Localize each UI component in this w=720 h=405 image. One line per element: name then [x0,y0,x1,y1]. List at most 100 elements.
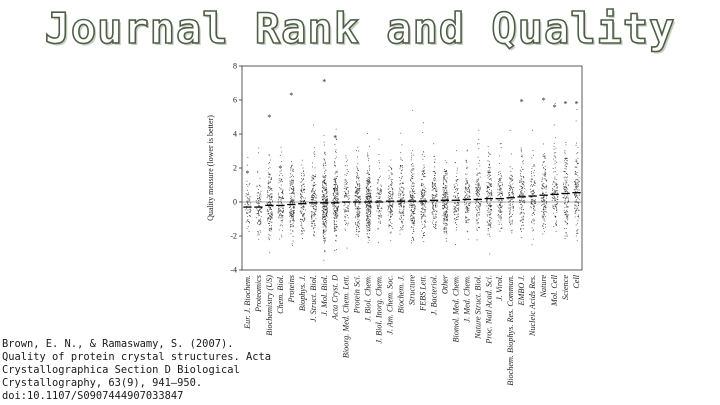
data-point [370,213,372,215]
data-point [578,214,579,216]
data-point [356,228,358,230]
data-point [523,187,525,189]
data-point [270,177,272,179]
data-point [333,217,335,219]
data-point [533,172,535,174]
data-point [346,165,348,167]
data-point [326,185,327,187]
data-point [321,190,323,192]
data-point [334,195,336,197]
data-point [378,193,380,195]
data-point [290,226,292,227]
data-point [574,182,576,183]
data-point [521,149,523,151]
data-point [402,219,404,220]
data-point [446,210,448,212]
data-point [531,201,533,203]
data-point [530,179,532,181]
data-point [522,184,524,186]
data-point [335,183,337,185]
data-point [377,182,379,184]
data-point [271,178,273,180]
data-point [259,195,261,197]
data-point [567,215,569,217]
data-point [564,151,566,153]
data-point [388,169,390,171]
data-point [432,201,434,203]
outlier-marker: * [267,113,271,122]
data-point [314,209,316,211]
data-point [488,187,489,189]
data-point [389,225,391,226]
data-point [445,238,447,240]
data-point [542,188,544,190]
data-point [376,210,378,212]
data-point [519,185,521,187]
data-point [368,206,370,208]
data-point [334,165,336,167]
data-point [323,211,325,213]
category-label: Structure [408,275,417,306]
data-point [248,183,250,185]
data-point [432,187,434,189]
outlier-marker: * [542,96,546,105]
data-point [488,204,490,206]
data-point [421,193,423,195]
data-point [304,217,306,219]
data-point [401,170,402,172]
data-point [267,186,269,188]
data-point [479,176,481,178]
data-point [442,215,444,217]
data-point [366,200,368,202]
data-point [521,209,523,211]
data-point [542,198,544,200]
data-point [555,147,557,149]
data-point [432,171,434,172]
data-point [246,212,248,214]
data-point [291,161,292,163]
data-point [513,205,514,207]
data-point [293,212,295,213]
data-point [388,165,390,167]
data-point [335,216,337,218]
data-point [414,208,416,210]
data-point [246,180,248,182]
data-point [294,202,295,204]
data-point [411,183,413,185]
data-point [369,229,371,231]
data-point [566,187,567,189]
data-point [267,192,269,193]
data-point [545,180,547,182]
data-point [357,213,358,215]
data-point [477,183,479,185]
data-point [313,182,315,184]
data-point [420,191,422,193]
data-point [475,200,477,201]
data-point [465,186,467,188]
data-point [366,225,368,226]
data-point [477,189,479,191]
data-point [325,188,327,190]
data-point [487,185,489,187]
data-point [248,204,250,206]
data-point [335,180,337,182]
data-point [300,207,302,209]
data-point [369,226,371,227]
data-point [315,210,317,212]
data-point [546,201,548,203]
data-point [345,195,347,197]
data-point [412,213,414,215]
data-point [433,183,435,185]
data-point [336,217,338,219]
data-point [399,230,401,232]
data-point [563,183,564,185]
data-point [411,190,413,192]
data-point [531,185,533,187]
data-point [410,180,412,182]
data-point [326,195,328,197]
data-point [421,221,422,223]
data-point [368,158,370,159]
data-point [278,179,280,181]
data-point [278,217,280,219]
data-point [410,199,412,201]
